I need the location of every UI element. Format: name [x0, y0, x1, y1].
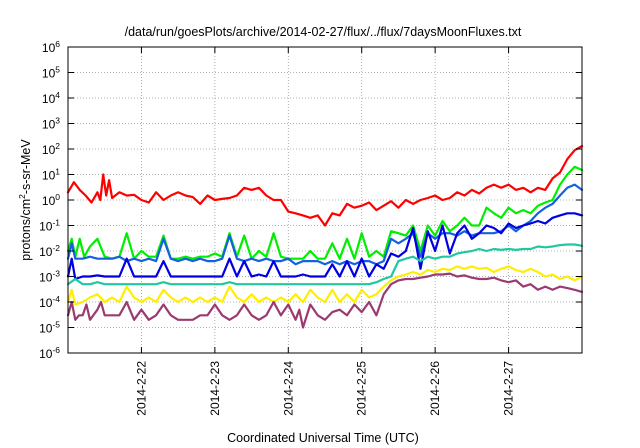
y-tick-label-exp: -1 — [52, 218, 60, 228]
y-tick-label: 102 — [42, 141, 60, 157]
y-tick-label-base: 10 — [42, 143, 56, 157]
y-tick-label: 10-2 — [39, 243, 60, 259]
y-tick-label: 10-6 — [39, 345, 60, 361]
y-tick-label-base: 10 — [39, 296, 53, 310]
y-tick-label-exp: -6 — [52, 345, 60, 355]
y-tick-label-base: 10 — [39, 271, 53, 285]
plot-frame — [67, 46, 583, 354]
y-tick-label-exp: -3 — [52, 269, 60, 279]
y-tick-label: 106 — [42, 39, 60, 55]
y-tick-label-exp: -4 — [52, 294, 60, 304]
y-tick-label-base: 10 — [39, 322, 53, 336]
y-tick-label-exp: -2 — [52, 243, 60, 253]
y-tick-label-exp: 0 — [55, 192, 60, 202]
series-line-3 — [66, 183, 584, 266]
y-tick-label-exp: 2 — [55, 141, 60, 151]
y-tick-label: 10-4 — [39, 294, 60, 310]
x-tick-label: 2014-2-25 — [355, 361, 369, 416]
y-tick-labels: 10610510410310210110010-110-210-310-410-… — [39, 39, 60, 361]
ticks — [68, 46, 582, 354]
y-tick-label-exp: 6 — [55, 39, 60, 49]
y-tick-label-base: 10 — [42, 41, 56, 55]
y-tick-label: 104 — [42, 90, 60, 106]
series-line-7 — [66, 272, 584, 329]
series-line-6 — [66, 265, 584, 306]
y-axis-label-base: protons/cm — [19, 199, 33, 261]
y-tick-label-exp: 4 — [55, 90, 60, 100]
y-tick-label-base: 10 — [42, 194, 56, 208]
y-tick-label-base: 10 — [39, 347, 53, 361]
y-tick-label: 100 — [42, 192, 60, 208]
y-tick-label: 10-5 — [39, 320, 60, 336]
series-line-4 — [66, 212, 584, 281]
y-tick-label: 105 — [42, 65, 60, 81]
y-tick-label-base: 10 — [39, 220, 53, 234]
x-tick-label: 2014-2-26 — [428, 361, 442, 416]
x-axis-label: Coordinated Universal Time (UTC) — [227, 431, 419, 445]
series-group — [66, 145, 584, 329]
y-tick-label-base: 10 — [42, 67, 56, 81]
y-tick-label-exp: -5 — [52, 320, 60, 330]
x-tick-label: 2014-2-27 — [502, 361, 516, 416]
grid — [68, 47, 582, 353]
y-axis-label: protons/cm2-s-sr-MeV — [17, 139, 33, 261]
y-tick-label: 101 — [42, 167, 60, 183]
y-tick-label-base: 10 — [42, 118, 56, 132]
y-tick-label-base: 10 — [42, 169, 56, 183]
y-tick-label-base: 10 — [39, 245, 53, 259]
y-tick-label-exp: 1 — [55, 167, 60, 177]
x-tick-label: 2014-2-24 — [281, 361, 295, 416]
series-line-2 — [66, 165, 584, 260]
series-line-5 — [66, 243, 584, 286]
y-tick-label-exp: 5 — [55, 65, 60, 75]
chart-title: /data/run/goesPlots/archive/2014-02-27/f… — [125, 25, 522, 39]
x-tick-labels: 2014-2-22 2014-2-23 2014-2-24 2014-2-25 2014… — [134, 361, 515, 416]
x-tick-label: 2014-2-23 — [208, 361, 222, 416]
x-tick-label: 2014-2-22 — [134, 361, 148, 416]
y-tick-label-exp: 3 — [55, 116, 60, 126]
y-tick-label-base: 10 — [42, 92, 56, 106]
y-tick-label: 103 — [42, 116, 60, 132]
y-axis-label-sup: 2 — [17, 194, 27, 199]
y-tick-label: 10-3 — [39, 269, 60, 285]
y-axis-label-rest: -s-sr-MeV — [19, 139, 33, 195]
y-tick-label: 10-1 — [39, 218, 60, 234]
series-line-1 — [66, 145, 584, 227]
